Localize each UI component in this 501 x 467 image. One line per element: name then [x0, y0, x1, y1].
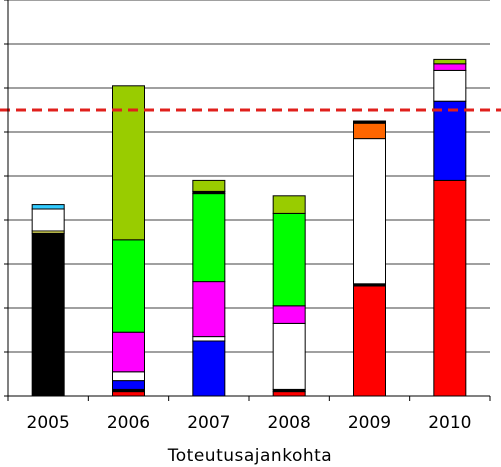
bar-segment: [353, 138, 386, 285]
bar-stack-2005: [31, 204, 65, 397]
bar-segment: [31, 208, 65, 232]
bar-segment: [272, 391, 306, 397]
bar-segment: [192, 340, 226, 397]
bar-segment: [112, 239, 145, 333]
bar-segment: [433, 58, 467, 65]
bar-segment: [272, 305, 306, 324]
x-tick-label: 2005: [27, 413, 70, 433]
bar-segment: [433, 69, 467, 102]
x-tick-label: 2006: [107, 413, 150, 433]
bars: [31, 58, 467, 397]
bar-segment: [112, 380, 145, 390]
bar-stack-2009: [353, 120, 386, 397]
bar-segment: [31, 232, 65, 397]
x-tick-label: 2007: [187, 413, 230, 433]
x-tick-labels: 2005 2006 2007 2008 2009 2010: [27, 413, 472, 433]
bar-stack-2006: [112, 85, 145, 397]
bar-segment: [433, 63, 467, 71]
bar-segment: [433, 100, 467, 181]
bar-stack-2010: [433, 58, 467, 397]
bar-segment: [112, 371, 145, 382]
bar-segment: [353, 122, 386, 140]
bar-segment: [192, 281, 226, 338]
bar-segment: [192, 179, 226, 192]
bar-stack-2007: [192, 179, 226, 397]
bar-segment: [112, 391, 145, 397]
x-tick-label: 2009: [348, 413, 391, 433]
bar-segment: [31, 204, 65, 210]
bar-segment: [353, 285, 386, 397]
bar-segment: [353, 120, 386, 124]
x-tick-label: 2008: [268, 413, 311, 433]
bar-segment: [433, 179, 467, 397]
bar-segment: [192, 193, 226, 283]
bar-segment: [112, 331, 145, 373]
bar-segment: [272, 195, 306, 214]
bar-stack-2008: [272, 195, 306, 397]
x-tick-label: 2010: [428, 413, 471, 433]
bar-segment: [192, 336, 226, 342]
gridlines: [8, 0, 490, 353]
x-axis-title: Toteutusajankohta: [167, 446, 332, 466]
bar-segment: [272, 322, 306, 390]
axes: [4, 0, 491, 401]
bar-segment: [272, 212, 306, 307]
